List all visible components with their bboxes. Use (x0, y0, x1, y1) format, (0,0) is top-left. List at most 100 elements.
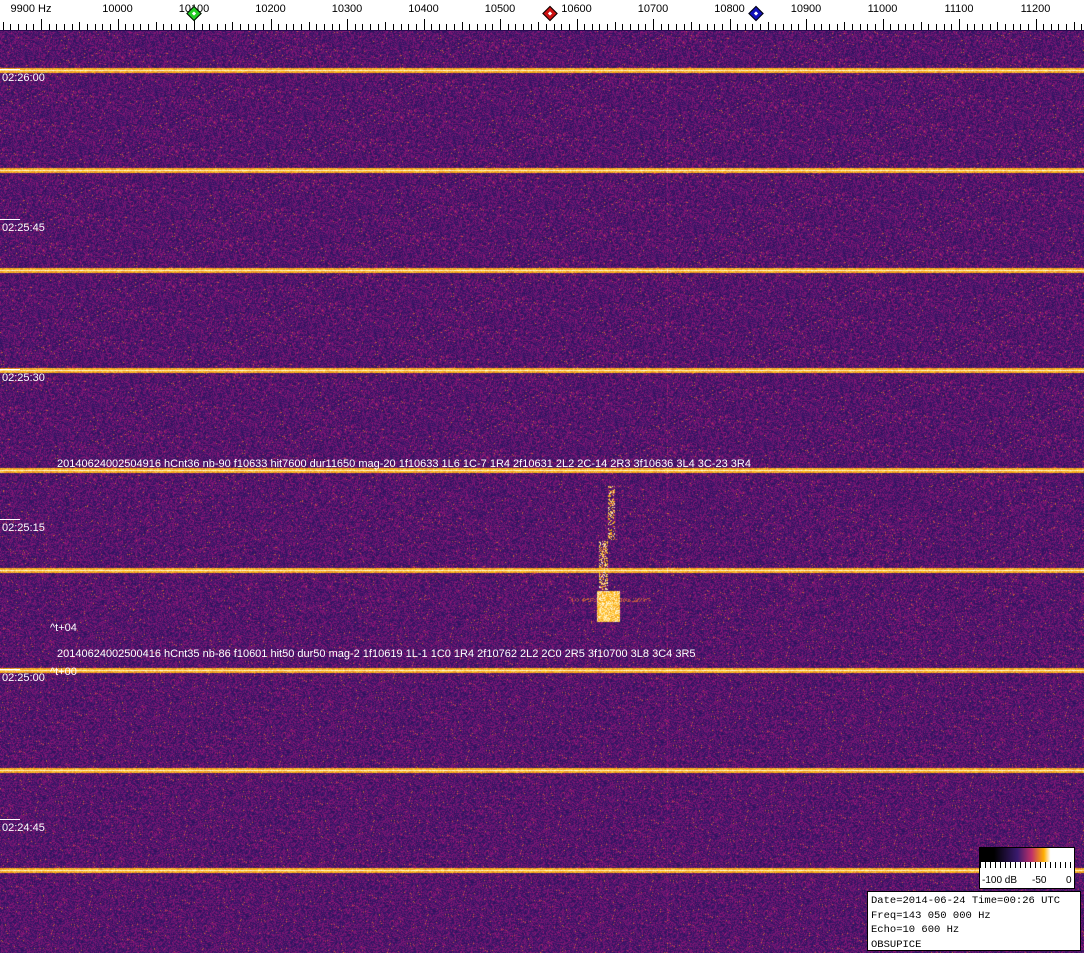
minor-tick (921, 22, 922, 30)
minor-tick (72, 24, 73, 30)
frequency-tick-label: 10300 (331, 3, 363, 15)
minor-tick (309, 22, 310, 30)
minor-tick (1020, 24, 1021, 30)
minor-tick (584, 24, 585, 30)
color-scale: -100 dB -50 0 (979, 847, 1075, 889)
minor-tick (860, 24, 861, 30)
minor-tick (1074, 22, 1075, 30)
station-line: OBSUPICE (871, 938, 922, 951)
minor-tick (676, 24, 677, 30)
minor-tick (1051, 24, 1052, 30)
minor-tick (1066, 24, 1067, 30)
minor-tick (87, 24, 88, 30)
minor-tick (225, 24, 226, 30)
frequency-tick-label: 10200 (255, 3, 286, 15)
minor-tick (1028, 24, 1029, 30)
minor-tick (890, 24, 891, 30)
time-offset-label-1: ^t+04 (50, 622, 77, 634)
minor-tick (905, 24, 906, 30)
minor-tick (944, 24, 945, 30)
minor-tick (110, 24, 111, 30)
minor-tick (179, 24, 180, 30)
minor-tick (378, 24, 379, 30)
minor-tick (140, 24, 141, 30)
minor-tick (431, 24, 432, 30)
minor-tick (56, 24, 57, 30)
major-tick (883, 19, 884, 30)
minor-tick (615, 22, 616, 30)
major-tick (959, 19, 960, 30)
minor-tick (446, 24, 447, 30)
time-label: 02:24:45 (0, 819, 45, 834)
minor-tick (485, 24, 486, 30)
minor-tick (821, 24, 822, 30)
minor-tick (538, 22, 539, 30)
color-scale-ticks (980, 862, 1074, 868)
minor-tick (102, 24, 103, 30)
minor-tick (783, 24, 784, 30)
minor-tick (148, 24, 149, 30)
frequency-tick-label: 10900 (790, 3, 822, 15)
minor-tick (707, 24, 708, 30)
minor-tick (362, 24, 363, 30)
minor-tick (332, 24, 333, 30)
major-tick (653, 19, 654, 30)
minor-tick (316, 24, 317, 30)
minor-tick (844, 22, 845, 30)
echo-annotation-1: 20140624002504916 hCnt36 nb-90 f10633 hi… (57, 458, 751, 470)
minor-tick (339, 24, 340, 30)
minor-tick (18, 24, 19, 30)
minor-tick (691, 22, 692, 30)
minor-tick (286, 24, 287, 30)
minor-tick (745, 24, 746, 30)
color-label-min: -100 dB (982, 875, 1018, 886)
minor-tick (240, 24, 241, 30)
time-label: 02:26:00 (0, 69, 45, 84)
frequency-tick-label: 9900 Hz (10, 3, 52, 15)
minor-tick (936, 24, 937, 30)
minor-tick (439, 24, 440, 30)
major-tick (194, 19, 195, 30)
minor-tick (64, 24, 65, 30)
echo-line: Echo=10 600 Hz (871, 924, 960, 936)
echo-annotation-2: 20140624002500416 hCnt35 nb-86 f10601 hi… (57, 648, 696, 660)
frequency-marker-3[interactable] (748, 5, 765, 22)
frequency-marker-2[interactable] (541, 5, 558, 22)
minor-tick (997, 22, 998, 30)
minor-tick (186, 24, 187, 30)
minor-tick (492, 24, 493, 30)
minor-tick (554, 24, 555, 30)
color-gradient (980, 848, 1074, 862)
minor-tick (171, 24, 172, 30)
frequency-tick-label: 10600 (561, 3, 592, 15)
minor-tick (508, 24, 509, 30)
frequency-tick-label: 10700 (637, 3, 669, 15)
minor-tick (951, 24, 952, 30)
minor-tick (1043, 24, 1044, 30)
minor-tick (798, 24, 799, 30)
minor-tick (255, 24, 256, 30)
minor-tick (630, 24, 631, 30)
minor-tick (355, 24, 356, 30)
minor-tick (561, 24, 562, 30)
minor-tick (622, 24, 623, 30)
minor-tick (79, 22, 80, 30)
minor-tick (569, 24, 570, 30)
minor-tick (202, 24, 203, 30)
minor-tick (1058, 24, 1059, 30)
time-label: 02:25:00 (0, 669, 45, 684)
minor-tick (974, 24, 975, 30)
minor-tick (814, 24, 815, 30)
time-label: 02:25:15 (0, 519, 45, 534)
minor-tick (293, 24, 294, 30)
minor-tick (898, 24, 899, 30)
minor-tick (546, 24, 547, 30)
minor-tick (163, 24, 164, 30)
frequency-line: Freq=143 050 000 Hz (871, 909, 991, 922)
minor-tick (607, 24, 608, 30)
major-tick (806, 19, 807, 30)
major-tick (347, 19, 348, 30)
minor-tick (768, 22, 769, 30)
minor-tick (875, 24, 876, 30)
